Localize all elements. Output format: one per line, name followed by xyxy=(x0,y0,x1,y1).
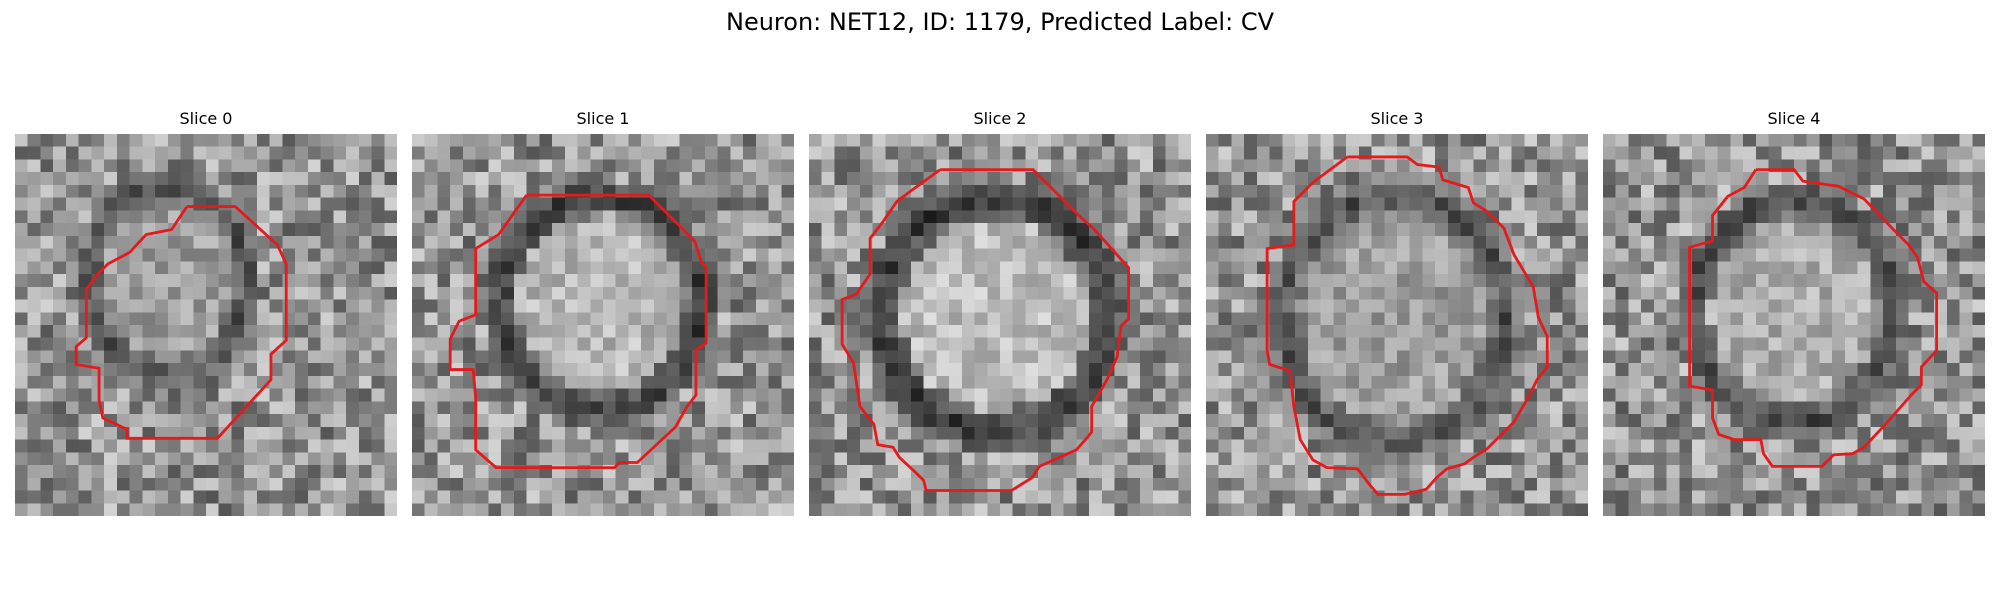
segmentation-contour xyxy=(448,193,708,470)
slice-title-2: Slice 2 xyxy=(973,109,1027,128)
slice-title-1: Slice 1 xyxy=(576,109,630,128)
slice-title-3: Slice 3 xyxy=(1370,109,1424,128)
segmentation-contour xyxy=(74,205,288,440)
pixel-grid xyxy=(412,134,794,516)
segmentation-contour xyxy=(1688,168,1939,468)
slice-image-0 xyxy=(15,134,397,516)
slice-panel-3: Slice 3 xyxy=(1206,107,1588,516)
figure-title: Neuron: NET12, ID: 1179, Predicted Label… xyxy=(726,8,1274,36)
slice-title-4: Slice 4 xyxy=(1767,109,1821,128)
slice-image-2 xyxy=(809,134,1191,516)
pixel-grid xyxy=(809,134,1191,516)
slice-image-3 xyxy=(1206,134,1588,516)
segmentation-contour xyxy=(840,168,1131,492)
slice-image-1 xyxy=(412,134,794,516)
pixel-grid xyxy=(1206,134,1588,516)
slice-panel-2: Slice 2 xyxy=(809,107,1191,516)
slice-title-0: Slice 0 xyxy=(179,109,233,128)
pixel-grid xyxy=(15,134,397,516)
slice-panel-4: Slice 4 xyxy=(1603,107,1985,516)
slice-panel-0: Slice 0 xyxy=(15,107,397,516)
slice-panel-1: Slice 1 xyxy=(412,107,794,516)
pixel-grid xyxy=(1603,134,1985,516)
slice-image-4 xyxy=(1603,134,1985,516)
segmentation-contour xyxy=(1265,155,1549,496)
